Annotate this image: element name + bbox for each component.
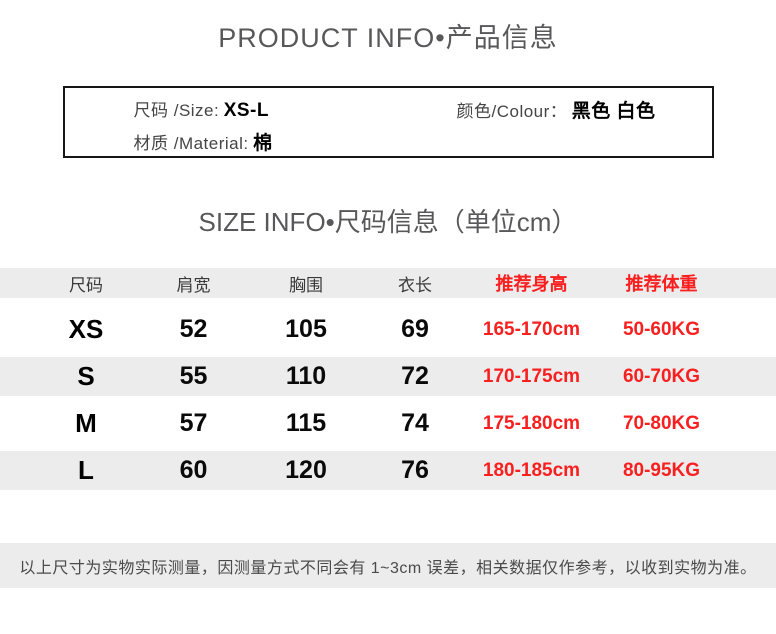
cell-rec-height: 165-170cm <box>482 318 581 340</box>
header-cell-rec-weight: 推荐体重 <box>625 274 698 294</box>
cell-length: 74 <box>401 409 429 437</box>
cell-bust: 110 <box>285 362 327 390</box>
size-label: 尺码 /Size: <box>133 101 220 120</box>
cell-rec-height: 175-180cm <box>482 412 581 434</box>
size-line: 尺码 /Size: XS-L <box>134 96 269 122</box>
product-info-box: 尺码 /Size: XS-L 颜色/Colour： 黑色 白色 材质 /Mate… <box>62 86 714 158</box>
material-line: 材质 /Material: 棉 <box>134 128 273 155</box>
cell-rec-weight: 60-70KG <box>622 365 701 387</box>
colour-value: 黑色 白色 <box>571 101 656 122</box>
header-cell-length: 衣长 <box>398 275 432 295</box>
cell-size: L <box>78 455 94 485</box>
cell-shoulder: 60 <box>179 456 208 484</box>
cell-bust: 115 <box>285 409 327 437</box>
page-title: PRODUCT INFO•产品信息 <box>218 23 558 53</box>
cell-rec-weight: 80-95KG <box>622 459 701 481</box>
cell-shoulder: 52 <box>179 315 208 343</box>
cell-size: M <box>75 408 97 438</box>
size-table: 尺码 肩宽 胸围 衣长 推荐身高 推荐体重 XS 52 105 69 165-1… <box>0 268 776 494</box>
size-value: XS-L <box>223 100 269 121</box>
cell-size: XS <box>68 314 104 344</box>
cell-bust: 120 <box>285 456 327 484</box>
measurement-note: 以上尺寸为实物实际测量，因测量方式不同会有 1~3cm 误差，相关数据仅作参考，… <box>0 543 776 588</box>
cell-length: 76 <box>401 456 429 484</box>
cell-length: 72 <box>401 362 429 390</box>
header-cell-rec-height: 推荐身高 <box>495 274 568 294</box>
cell-rec-weight: 70-80KG <box>622 412 701 434</box>
cell-size: S <box>77 361 95 391</box>
table-row-m: M 57 115 74 175-180cm 70-80KG <box>0 400 776 447</box>
header-cell-shoulder: 肩宽 <box>176 275 211 295</box>
table-row-xs: XS 52 105 69 165-170cm 50-60KG <box>0 306 776 353</box>
material-label: 材质 /Material: <box>133 134 249 153</box>
header-cell-bust: 胸围 <box>289 275 323 295</box>
cell-length: 69 <box>401 315 429 343</box>
cell-rec-height: 180-185cm <box>482 459 581 481</box>
cell-bust: 105 <box>285 315 327 343</box>
table-row-s: S 55 110 72 170-175cm 60-70KG <box>0 353 776 400</box>
cell-rec-weight: 50-60KG <box>622 318 701 340</box>
colour-line: 颜色/Colour： 黑色 白色 <box>457 96 656 123</box>
cell-rec-height: 170-175cm <box>482 365 581 387</box>
header-cell-size: 尺码 <box>69 275 103 295</box>
table-row-l: L 60 120 76 180-185cm 80-95KG <box>0 447 776 494</box>
cell-shoulder: 57 <box>179 409 208 437</box>
table-header-row: 尺码 肩宽 胸围 衣长 推荐身高 推荐体重 <box>0 268 776 298</box>
size-info-heading: SIZE INFO•尺码信息（单位cm） <box>198 207 578 237</box>
colour-label: 颜色/Colour： <box>456 102 568 121</box>
table-spacer <box>0 298 776 306</box>
cell-shoulder: 55 <box>179 362 208 390</box>
material-value: 棉 <box>253 133 273 154</box>
